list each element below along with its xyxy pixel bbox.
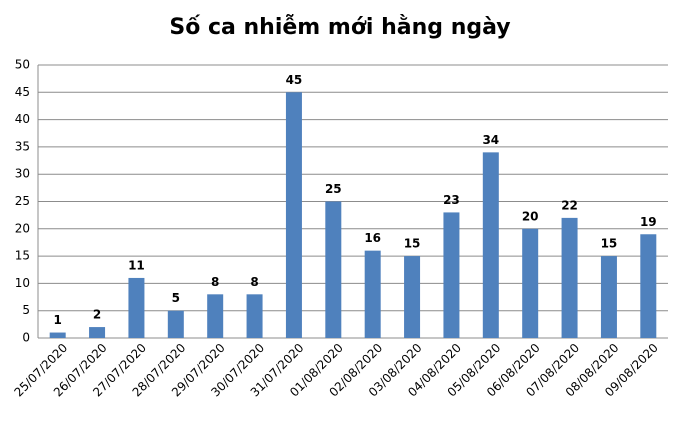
data-label: 15 <box>601 237 618 251</box>
data-label: 25 <box>325 182 342 196</box>
y-tick-label: 15 <box>15 249 30 263</box>
chart-title: Số ca nhiễm mới hằng ngày <box>169 14 510 40</box>
bar <box>404 256 421 338</box>
data-label: 34 <box>482 133 499 147</box>
y-tick-label: 40 <box>15 112 30 126</box>
y-tick-label: 35 <box>15 139 30 153</box>
bar <box>246 294 263 338</box>
bar <box>128 277 145 338</box>
bar <box>640 234 657 338</box>
y-tick-label: 45 <box>15 85 30 99</box>
bar <box>482 152 499 338</box>
data-label: 8 <box>250 275 258 289</box>
y-tick-label: 30 <box>15 167 30 181</box>
data-label: 2 <box>93 308 101 322</box>
y-tick-label: 0 <box>22 331 30 345</box>
data-label: 20 <box>522 209 539 223</box>
y-tick-label: 50 <box>15 58 30 72</box>
bar <box>522 228 539 338</box>
data-label: 8 <box>211 275 219 289</box>
data-label: 5 <box>172 291 180 305</box>
y-tick-label: 10 <box>15 276 30 290</box>
data-label: 45 <box>286 73 303 87</box>
y-tick-label: 25 <box>15 194 30 208</box>
bar <box>167 310 184 338</box>
data-label: 19 <box>640 215 657 229</box>
bar <box>364 250 381 338</box>
bar <box>600 256 617 338</box>
data-label: 1 <box>54 313 62 327</box>
data-label: 16 <box>364 231 381 245</box>
bar <box>49 332 66 338</box>
bar <box>443 212 460 338</box>
bar <box>89 327 106 338</box>
bar <box>325 201 342 338</box>
y-tick-label: 5 <box>22 303 30 317</box>
y-tick-label: 20 <box>15 221 30 235</box>
bar <box>285 92 302 338</box>
bar <box>561 217 578 338</box>
bar <box>207 294 224 338</box>
data-label: 22 <box>561 198 578 212</box>
data-label: 23 <box>443 193 460 207</box>
data-label: 15 <box>404 237 421 251</box>
data-label: 11 <box>128 258 145 272</box>
